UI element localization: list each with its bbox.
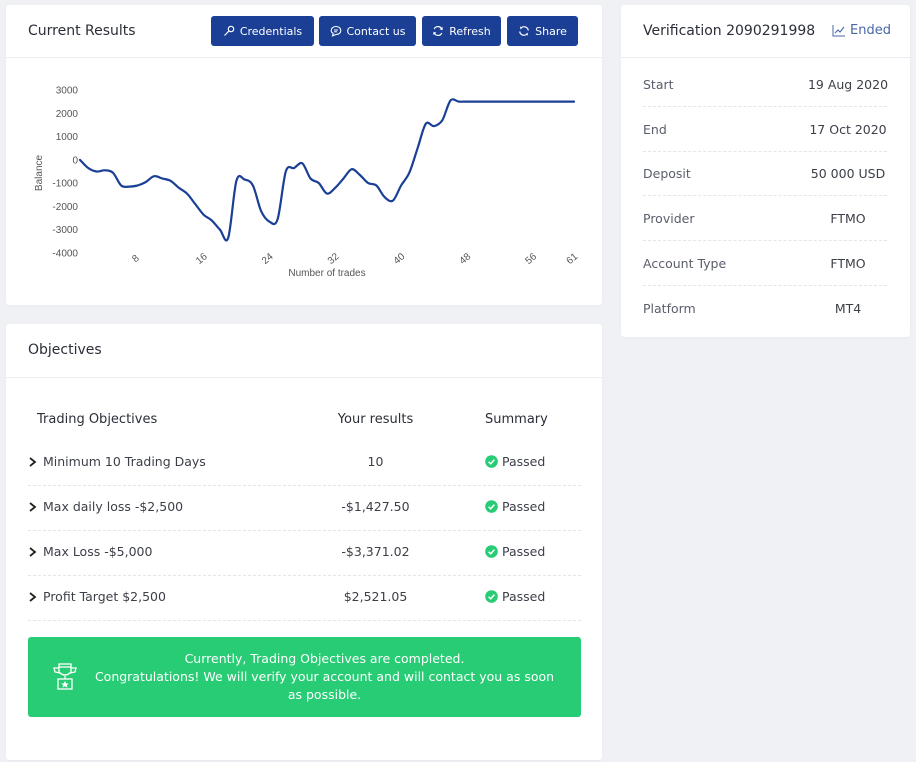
- account-type-label: Account Type: [643, 256, 727, 271]
- refresh-icon: [433, 25, 444, 37]
- verification-row-platform: Platform MT4: [643, 286, 887, 330]
- x-tick-label: 48: [458, 251, 474, 267]
- x-tick-label: 40: [392, 251, 408, 267]
- check-circle-icon: [485, 545, 498, 558]
- objective-row[interactable]: Max daily loss -$2,500 -$1,427.50 Passed: [28, 486, 581, 531]
- chat-icon: [330, 25, 341, 37]
- objective-name: Max daily loss -$2,500: [43, 499, 184, 514]
- current-results-card: Current Results Credentials Contact us R…: [6, 5, 602, 305]
- share-label: Share: [535, 24, 567, 38]
- start-value: 19 Aug 2020: [807, 77, 889, 92]
- objective-summary: Passed: [502, 589, 546, 604]
- platform-label: Platform: [643, 301, 696, 316]
- y-tick-label: -4000: [52, 249, 78, 260]
- verification-row-start: Start 19 Aug 2020: [643, 62, 888, 107]
- trophy-icon: [53, 663, 77, 690]
- objective-result: $2,521.05: [343, 589, 408, 604]
- platform-value: MT4: [834, 301, 862, 316]
- contact-us-button[interactable]: Contact us: [319, 16, 416, 46]
- refresh-label: Refresh: [449, 24, 491, 38]
- objectives-title: Objectives: [28, 342, 102, 358]
- provider-value: FTMO: [830, 211, 866, 226]
- y-tick-label: -2000: [52, 202, 78, 213]
- header-summary: Summary: [485, 412, 548, 427]
- balance-chart: 3000 2000 1000 0 -1000 -2000 -3000 -4000 8 16 24 3…: [34, 86, 581, 280]
- banner-line-2: Congratulations! We will verify your acc…: [94, 669, 555, 702]
- objective-row[interactable]: Max Loss -$5,000 -$3,371.02 Passed: [28, 531, 581, 576]
- check-circle-icon: [485, 500, 498, 513]
- x-tick-label: 16: [194, 251, 210, 267]
- x-tick-label: 32: [326, 251, 342, 267]
- verification-row-account-type: Account Type FTMO: [643, 241, 887, 286]
- credentials-button[interactable]: Credentials: [211, 16, 314, 46]
- y-tick-label: -1000: [52, 179, 78, 190]
- x-tick-label: 61: [565, 251, 581, 267]
- objective-name: Max Loss -$5,000: [43, 544, 153, 559]
- objective-summary: Passed: [502, 544, 546, 559]
- y-tick-label: 3000: [56, 86, 79, 97]
- deposit-label: Deposit: [643, 166, 691, 181]
- header-trading-objectives: Trading Objectives: [37, 412, 158, 427]
- objective-result: -$3,371.02: [341, 544, 410, 559]
- start-label: Start: [643, 77, 674, 92]
- credentials-label: Credentials: [239, 24, 303, 38]
- banner-line-1: Currently, Trading Objectives are comple…: [184, 651, 465, 666]
- end-value: 17 Oct 2020: [809, 122, 887, 137]
- account-type-value: FTMO: [830, 256, 866, 271]
- end-label: End: [643, 122, 667, 137]
- y-axis-label: Balance: [34, 154, 45, 191]
- objective-name: Profit Target $2,500: [43, 589, 166, 604]
- verification-row-deposit: Deposit 50 000 USD: [643, 151, 887, 196]
- results-divider: [6, 57, 602, 58]
- check-circle-icon: [485, 590, 498, 603]
- chevron-right-icon[interactable]: [28, 546, 37, 557]
- contact-us-label: Contact us: [346, 24, 406, 38]
- status-label: Ended: [850, 23, 891, 38]
- share-icon: [519, 26, 530, 36]
- verification-card: Verification 2090291998 Ended Start 19 A…: [621, 5, 910, 337]
- y-tick-label: -3000: [52, 225, 78, 236]
- objective-result: -$1,427.50: [341, 499, 410, 514]
- objective-row[interactable]: Profit Target $2,500 $2,521.05 Passed: [28, 576, 581, 621]
- refresh-button[interactable]: Refresh: [422, 16, 501, 46]
- x-axis-label: Number of trades: [288, 268, 365, 279]
- objectives-card: Objectives Trading Objectives Your resul…: [6, 324, 602, 760]
- objective-summary: Passed: [502, 454, 546, 469]
- x-tick-label: 56: [523, 251, 539, 267]
- chevron-right-icon[interactable]: [28, 591, 37, 602]
- status-badge: Ended: [832, 23, 891, 38]
- x-tick-label: 8: [130, 253, 142, 265]
- verification-divider: [621, 57, 910, 58]
- balance-series-line: [78, 98, 576, 242]
- verification-row-provider: Provider FTMO: [643, 196, 887, 241]
- objective-summary: Passed: [502, 499, 546, 514]
- check-circle-icon: [485, 455, 498, 468]
- share-button[interactable]: Share: [507, 16, 578, 46]
- chevron-right-icon[interactable]: [28, 456, 37, 467]
- deposit-value: 50 000 USD: [810, 166, 886, 181]
- objective-result: 10: [367, 454, 384, 469]
- provider-label: Provider: [643, 211, 695, 226]
- verification-title: Verification 2090291998: [643, 23, 816, 39]
- y-tick-label: 0: [72, 155, 78, 166]
- y-tick-label: 1000: [56, 132, 79, 143]
- y-tick-label: 2000: [56, 109, 79, 120]
- verification-row-end: End 17 Oct 2020: [643, 107, 887, 152]
- current-results-title: Current Results: [28, 23, 136, 39]
- key-icon: [223, 25, 235, 36]
- objective-name: Minimum 10 Trading Days: [43, 454, 206, 469]
- x-tick-label: 24: [260, 251, 276, 267]
- completion-banner: Currently, Trading Objectives are comple…: [28, 637, 581, 717]
- chevron-right-icon[interactable]: [28, 501, 37, 512]
- objective-row[interactable]: Minimum 10 Trading Days 10 Passed: [28, 441, 581, 486]
- objectives-divider: [6, 377, 602, 378]
- header-your-results: Your results: [337, 412, 414, 427]
- chart-line-icon: [832, 25, 845, 37]
